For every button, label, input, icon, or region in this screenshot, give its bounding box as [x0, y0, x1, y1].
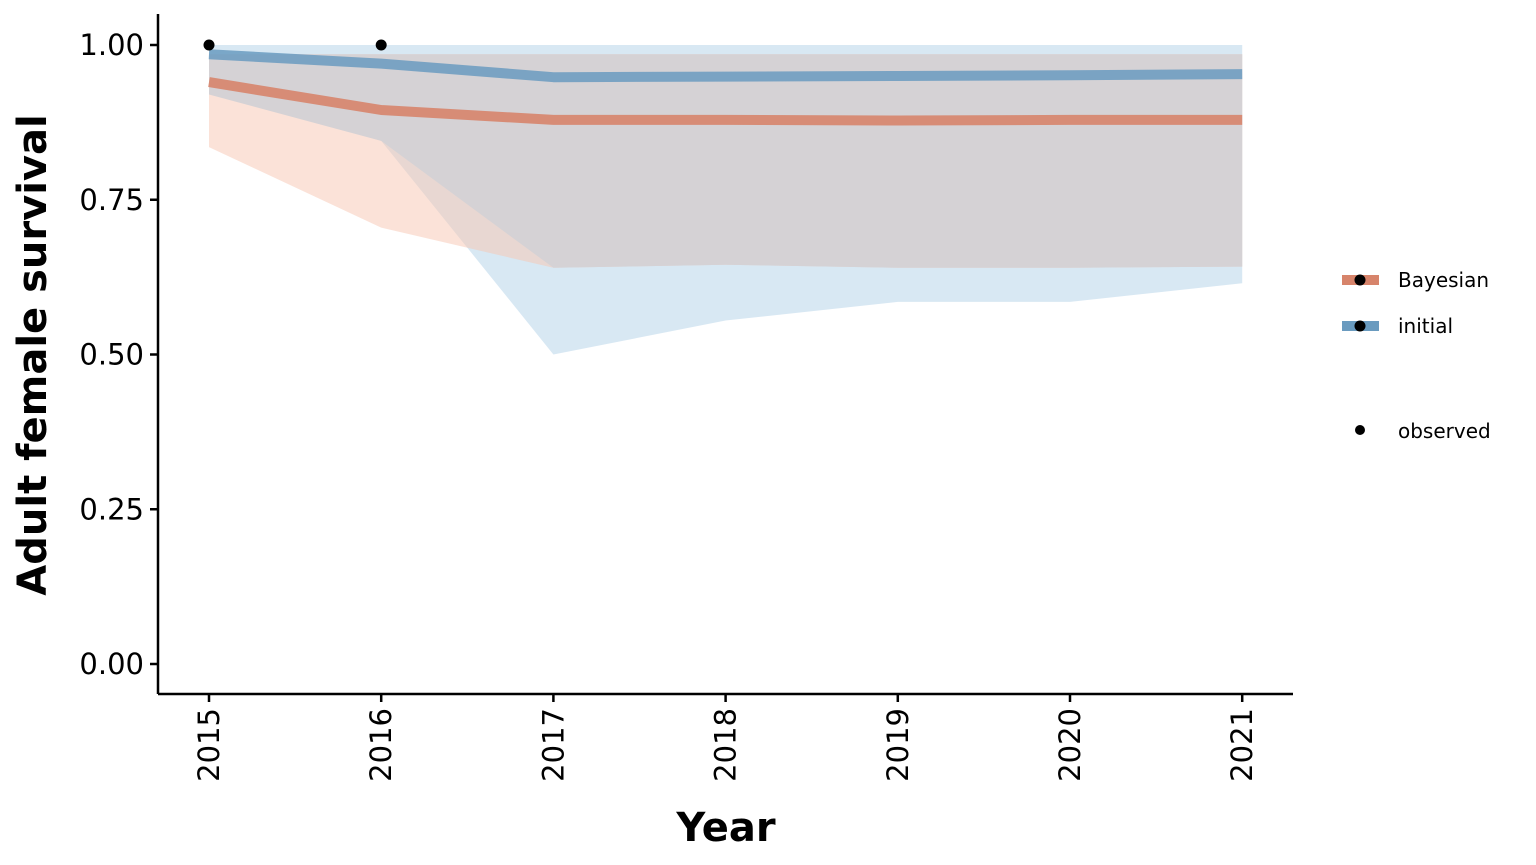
y-tick-label-0.25: 0.25	[79, 492, 144, 526]
x-axis-title: Year	[675, 805, 775, 851]
observed-points-layer	[203, 39, 387, 51]
y-tick-label-0.50: 0.50	[79, 338, 144, 372]
y-tick-label-0.75: 0.75	[79, 183, 144, 217]
x-tick-label-2015: 2015	[192, 708, 226, 782]
observed-point-2016	[375, 39, 387, 51]
ribbons-layer	[209, 45, 1243, 355]
y-axis-title: Adult female survival	[10, 114, 56, 595]
y-tick-label-0.00: 0.00	[79, 647, 144, 681]
lines-layer	[208, 49, 1243, 126]
legend-key-observed	[1355, 425, 1365, 435]
x-tick-label-2017: 2017	[536, 708, 570, 782]
observed-point-2015	[203, 39, 215, 51]
legend-label-observed: observed	[1398, 419, 1491, 443]
axes-layer: 0.00 0.25 0.50 0.75 1.00 2015 2016 2017 2018 2019…	[79, 14, 1293, 782]
legend-item-initial: initial	[1342, 314, 1453, 338]
x-tick-label-2016: 2016	[364, 708, 398, 782]
ribbon-overlap	[209, 54, 1243, 268]
legend-label-bayesian: Bayesian	[1398, 268, 1489, 292]
x-tick-label-2018: 2018	[709, 708, 743, 782]
legend-key-point-bayesian	[1354, 274, 1366, 286]
legend-label-initial: initial	[1398, 314, 1453, 338]
x-tick-label-2021: 2021	[1225, 708, 1259, 782]
x-tick-label-2019: 2019	[881, 708, 915, 782]
legend-item-observed: observed	[1355, 419, 1491, 443]
x-tick-label-2020: 2020	[1053, 708, 1087, 782]
line-initial	[208, 49, 1243, 83]
legend-item-bayesian: Bayesian	[1342, 268, 1489, 292]
line-bayesian	[208, 77, 1243, 126]
y-tick-label-1.00: 1.00	[79, 28, 144, 62]
legend: Bayesian initial observed	[1342, 268, 1491, 443]
legend-key-point-initial	[1354, 320, 1366, 332]
